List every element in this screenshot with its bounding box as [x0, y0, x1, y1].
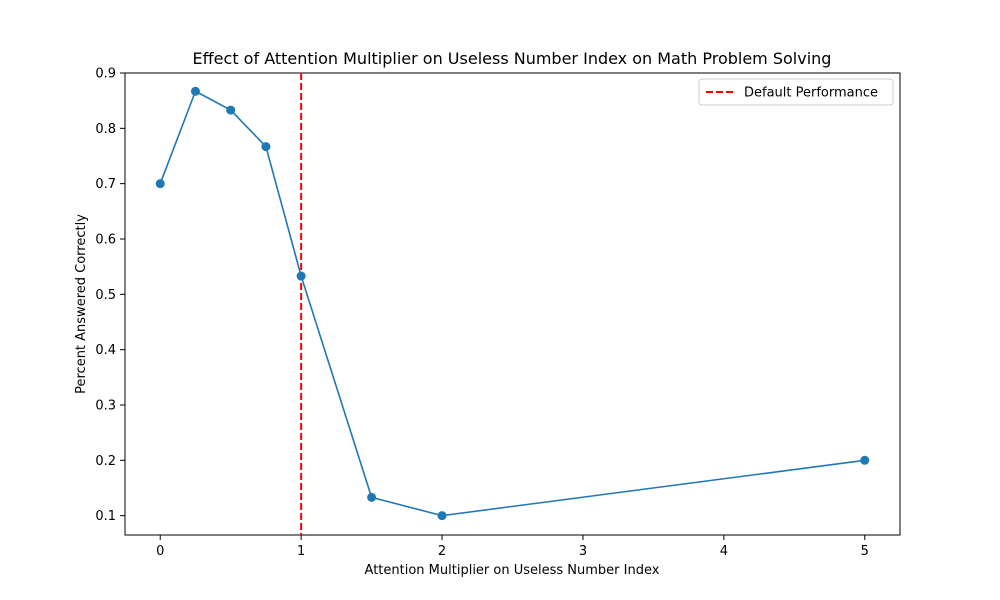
- data-point: [190, 86, 200, 96]
- data-point: [155, 179, 165, 189]
- x-tick-label: 1: [297, 544, 305, 559]
- x-tick-label: 3: [579, 544, 587, 559]
- data-point: [261, 142, 271, 152]
- data-point: [437, 511, 447, 521]
- legend: Default Performance: [698, 78, 894, 106]
- x-tick-label: 5: [861, 544, 869, 559]
- x-axis: 0 1 2 3 4 5: [156, 535, 869, 559]
- y-tick-label: 0.5: [95, 288, 116, 303]
- y-tick-label: 0.1: [95, 509, 116, 524]
- legend-box: [698, 78, 894, 106]
- y-axis-label: Percent Answered Correctly: [74, 214, 89, 394]
- x-axis-label: Attention Multiplier on Useless Number I…: [365, 563, 660, 578]
- y-tick-label: 0.6: [95, 232, 116, 247]
- data-point: [367, 492, 377, 502]
- data-point: [226, 105, 236, 115]
- x-tick-label: 4: [720, 544, 728, 559]
- y-tick-label: 0.7: [95, 177, 116, 192]
- x-tick-label: 0: [156, 544, 164, 559]
- plot-area-frame: [124, 72, 901, 536]
- y-tick-label: 0.8: [95, 122, 116, 137]
- y-tick-label: 0.9: [95, 67, 116, 82]
- y-tick-label: 0.4: [95, 343, 116, 358]
- data-point: [296, 271, 306, 281]
- data-point: [860, 455, 870, 465]
- legend-label-default-performance: Default Performance: [744, 86, 878, 101]
- y-tick-label: 0.3: [95, 398, 116, 413]
- y-tick-label: 0.2: [95, 454, 116, 469]
- y-axis: 0.1 0.2 0.3 0.4 0.5 0.6 0.7 0.8 0.9: [95, 67, 125, 524]
- chart-title: Effect of Attention Multiplier on Useles…: [193, 49, 832, 68]
- series-layer: [155, 86, 870, 521]
- x-tick-label: 2: [438, 544, 446, 559]
- series-line: [159, 90, 865, 517]
